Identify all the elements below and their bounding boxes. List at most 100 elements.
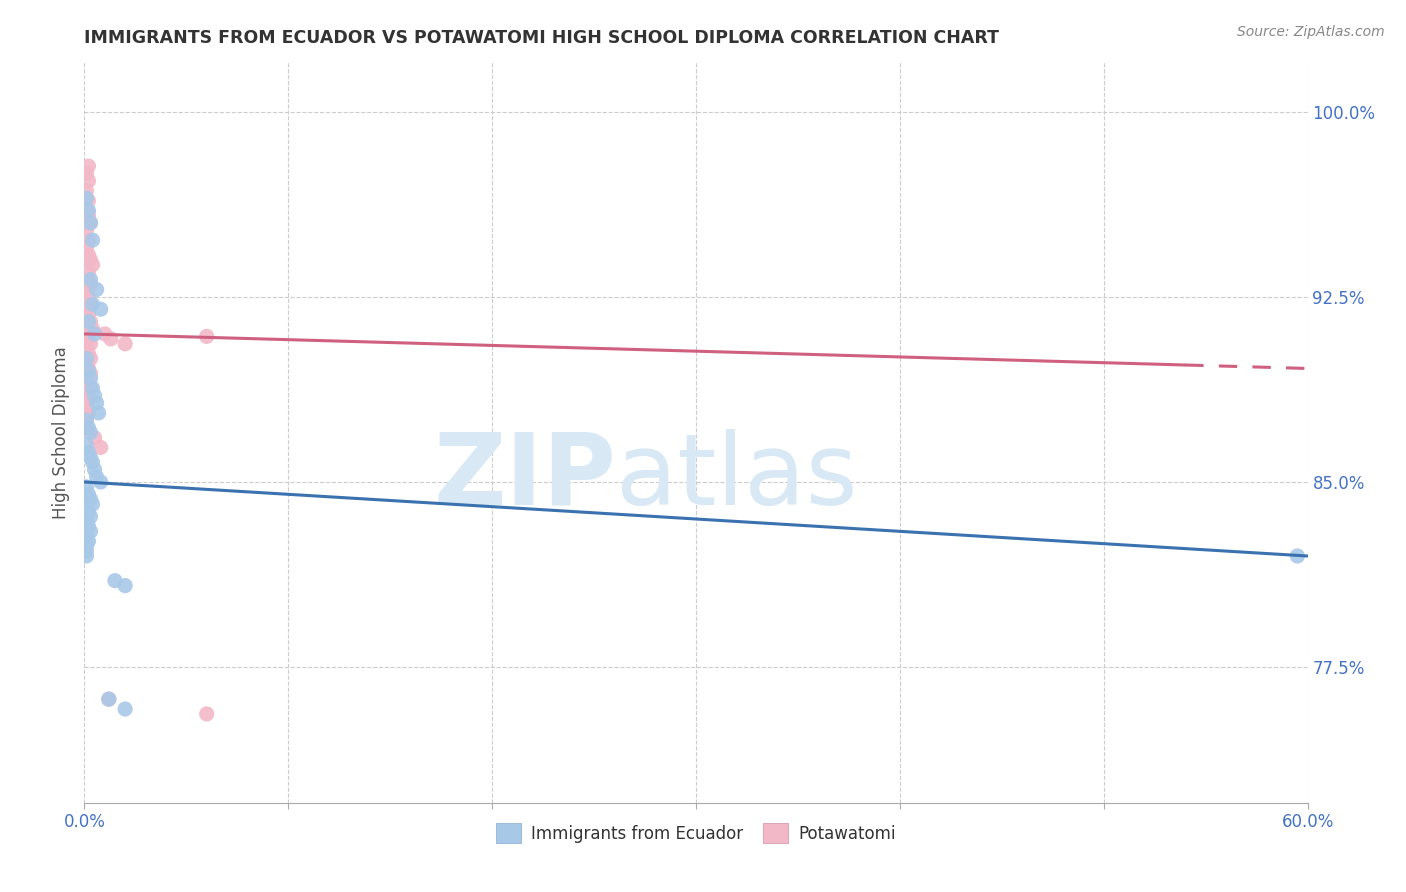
Point <box>75 342 97 356</box>
Point <box>75 515 97 529</box>
Point <box>1286 549 1309 563</box>
Point <box>75 420 97 434</box>
Point <box>79 216 101 230</box>
Point <box>79 509 101 524</box>
Point <box>75 396 97 410</box>
Point <box>82 455 104 469</box>
Point <box>77 420 100 434</box>
Point <box>79 524 101 539</box>
Point <box>75 184 97 198</box>
Point <box>82 258 104 272</box>
Point <box>79 450 101 465</box>
Point <box>75 438 97 452</box>
Point <box>114 336 136 351</box>
Point <box>77 519 100 533</box>
Point <box>79 351 101 366</box>
Point <box>79 336 101 351</box>
Point <box>83 388 105 402</box>
Point <box>75 371 97 385</box>
Point <box>77 209 100 223</box>
Point <box>90 475 112 489</box>
Point <box>75 357 97 371</box>
Point <box>82 381 104 395</box>
Point <box>75 351 97 366</box>
Point <box>83 326 105 341</box>
Point <box>77 203 100 218</box>
Point <box>104 574 127 588</box>
Point <box>75 326 97 341</box>
Point <box>79 371 101 385</box>
Point <box>83 431 105 445</box>
Point <box>79 252 101 267</box>
Point <box>100 332 122 346</box>
Point <box>75 386 97 401</box>
Point <box>77 332 100 346</box>
Point <box>114 702 136 716</box>
Point <box>75 401 97 415</box>
Point <box>75 410 97 425</box>
Point <box>77 361 100 376</box>
Point <box>75 302 97 317</box>
Point <box>86 470 108 484</box>
Point <box>75 413 97 427</box>
Point <box>77 445 100 459</box>
Point <box>75 480 97 494</box>
Point <box>97 692 120 706</box>
Point <box>75 549 97 563</box>
Point <box>90 441 112 455</box>
Point <box>77 159 100 173</box>
Point <box>79 272 101 286</box>
Point <box>75 529 97 543</box>
Point <box>195 706 218 721</box>
Point <box>90 302 112 317</box>
Point <box>77 314 100 328</box>
Point <box>97 692 120 706</box>
Text: ZIP: ZIP <box>433 428 616 525</box>
Point <box>77 376 100 391</box>
Point <box>77 487 100 501</box>
Point <box>79 297 101 311</box>
Point <box>79 216 101 230</box>
Point <box>77 290 100 304</box>
Legend: Immigrants from Ecuador, Potawatomi: Immigrants from Ecuador, Potawatomi <box>489 816 903 850</box>
Point <box>75 241 97 255</box>
Point <box>79 314 101 328</box>
Point <box>75 167 97 181</box>
Y-axis label: High School Diploma: High School Diploma <box>52 346 70 519</box>
Point <box>77 346 100 360</box>
Point <box>79 277 101 292</box>
Point <box>77 248 100 262</box>
Point <box>75 539 97 553</box>
Point <box>77 194 100 208</box>
Text: atlas: atlas <box>616 428 858 525</box>
Point <box>77 391 100 405</box>
Point <box>87 406 110 420</box>
Point <box>82 233 104 247</box>
Point <box>77 307 100 321</box>
Point <box>79 367 101 381</box>
Point <box>77 505 100 519</box>
Point <box>77 265 100 279</box>
Text: IMMIGRANTS FROM ECUADOR VS POTAWATOMI HIGH SCHOOL DIPLOMA CORRELATION CHART: IMMIGRANTS FROM ECUADOR VS POTAWATOMI HI… <box>84 29 1000 47</box>
Point <box>79 492 101 507</box>
Point <box>82 297 104 311</box>
Point <box>75 223 97 237</box>
Point <box>114 579 136 593</box>
Text: Source: ZipAtlas.com: Source: ZipAtlas.com <box>1237 25 1385 39</box>
Point <box>79 425 101 440</box>
Point <box>77 364 100 378</box>
Point <box>83 463 105 477</box>
Point <box>75 203 97 218</box>
Point <box>195 329 218 343</box>
Point <box>82 322 104 336</box>
Point <box>77 534 100 549</box>
Point <box>77 233 100 247</box>
Point <box>86 283 108 297</box>
Point <box>93 326 115 341</box>
Point <box>75 416 97 430</box>
Point <box>75 191 97 205</box>
Point <box>75 544 97 558</box>
Point <box>77 174 100 188</box>
Point <box>75 283 97 297</box>
Point <box>77 406 100 420</box>
